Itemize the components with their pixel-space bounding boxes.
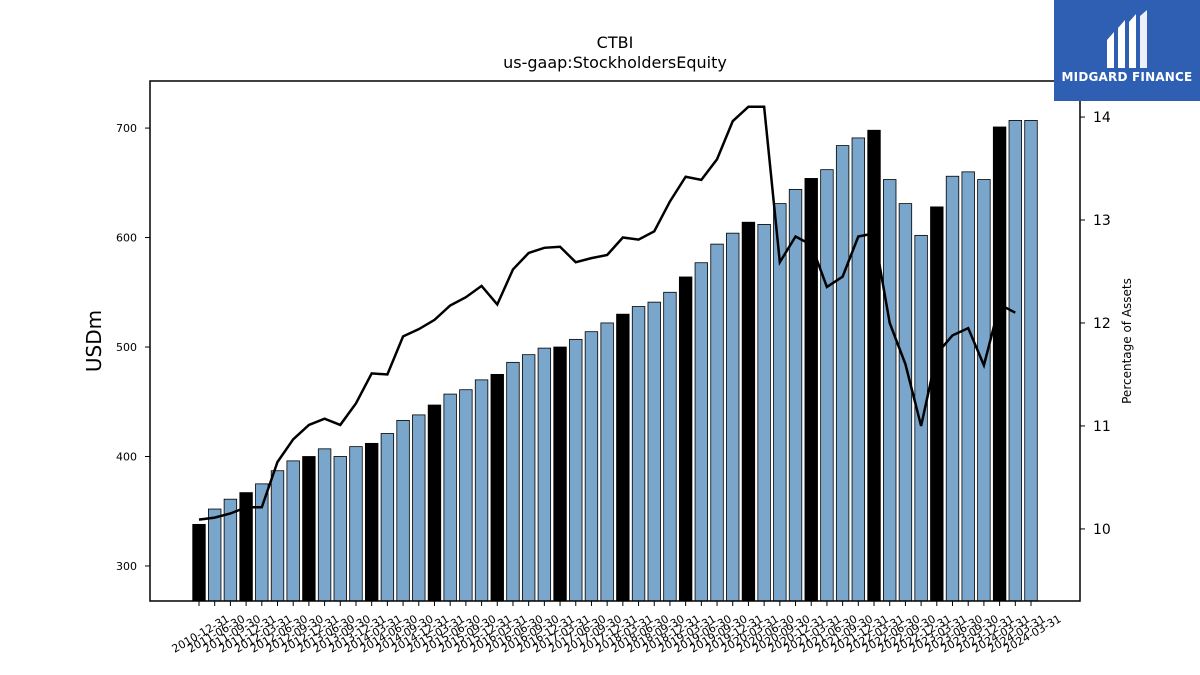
bar — [961, 171, 975, 602]
chart-title: CTBI — [597, 33, 634, 52]
bar — [631, 306, 646, 602]
plot-frame — [149, 80, 1081, 602]
bar — [506, 361, 520, 602]
bar — [286, 460, 300, 602]
y-tick-label: 300 — [116, 560, 137, 573]
bar — [192, 523, 206, 602]
bar — [569, 338, 583, 602]
bar — [788, 188, 803, 602]
bar — [867, 129, 881, 602]
bar — [208, 508, 222, 602]
y2-tick-label: 13 — [1093, 213, 1111, 229]
bar — [930, 206, 944, 602]
bar — [851, 137, 865, 602]
y-tick-label: 400 — [116, 450, 137, 463]
line-layer — [198, 105, 1016, 521]
y2-tick-label: 14 — [1093, 110, 1111, 126]
bar — [977, 179, 991, 602]
bar — [396, 419, 410, 602]
bar — [427, 404, 442, 602]
bar — [349, 446, 363, 602]
y2-axis-label: Percentage of Assets — [1120, 278, 1134, 404]
y2-tick-label: 10 — [1093, 522, 1111, 538]
bar — [694, 262, 709, 602]
bar — [883, 179, 897, 602]
bar — [270, 470, 285, 602]
bar — [741, 221, 756, 602]
bar — [584, 331, 599, 602]
bar — [835, 145, 850, 602]
bar — [537, 347, 552, 602]
bar — [255, 483, 269, 602]
bar — [380, 433, 395, 602]
midgard-finance-logo: MIDGARD FINANCE — [1054, 0, 1200, 101]
bar — [553, 346, 567, 602]
y2-tick-label: 11 — [1093, 419, 1111, 435]
bar — [443, 393, 457, 602]
bar — [757, 224, 771, 602]
bar — [616, 313, 630, 602]
bar — [459, 389, 473, 602]
bar — [663, 291, 677, 602]
bar — [992, 126, 1007, 602]
bar — [317, 448, 332, 602]
axes-layer: 30040050060070010111213142010-12-312011-… — [116, 110, 1111, 656]
bars-layer — [192, 120, 1038, 602]
y2-tick-label: 12 — [1093, 316, 1111, 332]
chart-subtitle: us-gaap:StockholdersEquity — [503, 53, 727, 72]
bar — [333, 456, 347, 602]
bar — [364, 442, 379, 602]
y-tick-label: 600 — [116, 232, 137, 245]
bar — [521, 354, 536, 602]
y-tick-label: 500 — [116, 341, 137, 354]
bar — [302, 456, 316, 602]
bar — [474, 379, 489, 602]
y-tick-label: 700 — [116, 122, 137, 135]
bar — [914, 234, 928, 602]
bar — [1008, 120, 1022, 602]
bar — [945, 175, 960, 602]
bar — [820, 169, 834, 602]
bar — [490, 373, 504, 602]
logo-text: MIDGARD FINANCE — [1061, 70, 1193, 84]
bar — [726, 232, 740, 602]
bar — [647, 301, 661, 602]
bar — [898, 203, 913, 602]
percentage-line — [198, 105, 1016, 521]
bar — [600, 322, 614, 602]
bar — [1024, 120, 1038, 602]
bar — [412, 414, 426, 602]
bar — [678, 276, 693, 602]
bar — [710, 243, 724, 602]
y-axis-label: USDm — [82, 310, 106, 372]
logo-mark-icon — [1107, 10, 1147, 68]
